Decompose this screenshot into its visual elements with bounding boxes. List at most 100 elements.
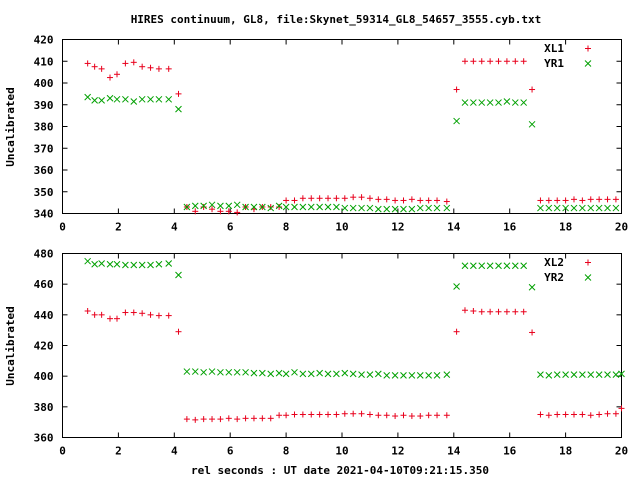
- top-point-xl1: [283, 197, 290, 204]
- top-point-yr1: [130, 98, 138, 105]
- bottom-point-xl2: [299, 411, 306, 418]
- bottom-point-yr2: [400, 372, 407, 379]
- top-point-xl1: [114, 71, 121, 78]
- bottom-point-yr2: [478, 262, 486, 270]
- top-legend-label-2: YR1: [544, 57, 564, 70]
- top-point-yr1: [579, 204, 586, 212]
- bottom-point-xl2: [434, 412, 441, 419]
- bottom-point-yr2: [267, 370, 275, 378]
- top-point-yr1: [341, 204, 349, 212]
- bottom-x-tick-label: 12: [391, 445, 404, 458]
- bottom-point-yr2: [98, 260, 105, 267]
- top-y-tick-label: 340: [34, 208, 54, 221]
- top-point-xl1: [408, 196, 415, 203]
- top-point-xl1: [122, 60, 129, 67]
- bottom-point-yr2: [358, 371, 365, 378]
- top-point-yr1: [122, 95, 129, 103]
- bottom-point-xl2: [570, 411, 577, 418]
- bottom-point-yr2: [545, 372, 553, 379]
- bottom-point-yr2: [122, 261, 129, 269]
- bottom-y-tick-label: 460: [34, 278, 54, 291]
- top-point-yr1: [587, 204, 595, 212]
- bottom-point-xl2: [612, 410, 619, 417]
- top-point-xl1: [570, 196, 577, 203]
- top-point-xl1: [341, 195, 348, 202]
- top-point-yr1: [147, 95, 154, 103]
- bottom-point-xl2: [291, 411, 298, 418]
- bottom-point-yr2: [433, 372, 441, 379]
- bottom-point-xl2: [478, 308, 485, 315]
- top-point-xl1: [470, 58, 477, 65]
- bottom-point-xl2: [366, 411, 373, 418]
- bottom-point-xl2: [383, 412, 390, 419]
- bottom-y-tick-label: 360: [34, 432, 54, 445]
- bottom-y-axis-label: Uncalibrated: [4, 306, 17, 385]
- bottom-point-xl2: [283, 412, 290, 419]
- top-point-yr1: [200, 202, 208, 210]
- bottom-axis-ticks: 0 2 4 6 8 10 12 14 16 18 20 360 380 400 420 440 460 480: [34, 248, 629, 458]
- top-point-yr1: [208, 201, 216, 209]
- top-point-yr1: [470, 99, 477, 106]
- bottom-legend-marker-xl2: [585, 259, 591, 266]
- top-point-xl1: [512, 58, 519, 65]
- bottom-x-tick-label: 18: [559, 445, 572, 458]
- bottom-point-xl2: [417, 413, 424, 420]
- bottom-point-xl2: [183, 416, 190, 423]
- top-point-xl1: [537, 197, 544, 204]
- bottom-point-yr2: [461, 262, 469, 270]
- top-point-xl1: [612, 196, 619, 203]
- top-point-yr1: [443, 204, 451, 212]
- bottom-legend: XL2 YR2: [544, 256, 592, 284]
- bottom-point-yr2: [562, 371, 569, 378]
- top-point-xl1: [333, 195, 340, 202]
- bottom-point-xl2: [554, 411, 561, 418]
- top-x-tick-label: 4: [171, 221, 178, 234]
- bottom-y-tick-label: 440: [34, 309, 54, 322]
- top-point-yr1: [291, 203, 298, 211]
- bottom-point-xl2: [587, 412, 594, 419]
- top-point-xl1: [350, 194, 357, 201]
- top-panel: Uncalibrated 0 2 4 6 8 10 12 14 16 18 20 340 350 360 3…: [4, 34, 628, 234]
- top-point-yr1: [183, 203, 191, 211]
- bottom-point-xl2: [520, 308, 527, 315]
- bottom-point-yr2: [106, 260, 114, 268]
- bottom-point-yr2: [511, 262, 519, 270]
- top-point-xl1: [91, 63, 98, 70]
- bottom-point-yr2: [341, 369, 349, 377]
- bottom-point-xl2: [461, 307, 468, 314]
- bottom-point-xl2: [604, 410, 611, 417]
- top-axis-ticks: 0 2 4 6 8 10 12 14 16 18 20 340 350 360 370 380 390 400 41…: [34, 34, 629, 234]
- top-point-yr1: [217, 202, 224, 210]
- top-point-xl1: [165, 65, 172, 72]
- top-point-yr1: [333, 203, 340, 211]
- bottom-point-xl2: [175, 328, 182, 335]
- bottom-point-yr2: [416, 372, 424, 379]
- top-point-yr1: [537, 204, 544, 212]
- top-point-xl1: [529, 86, 536, 93]
- chart-title: HIRES continuum, GL8, file:Skynet_59314_…: [131, 13, 542, 26]
- top-point-xl1: [443, 198, 450, 205]
- bottom-point-xl2: [234, 416, 241, 423]
- bottom-data-points: [84, 257, 625, 423]
- top-point-yr1: [453, 117, 460, 125]
- bottom-point-xl2: [400, 412, 407, 419]
- bottom-point-xl2: [130, 309, 137, 316]
- top-point-xl1: [209, 206, 216, 213]
- bottom-x-tick-label: 14: [447, 445, 461, 458]
- bottom-point-yr2: [200, 368, 208, 376]
- bottom-point-yr2: [225, 368, 233, 376]
- top-point-xl1: [487, 58, 494, 65]
- top-legend: XL1 YR1: [544, 42, 592, 70]
- top-point-xl1: [417, 197, 424, 204]
- top-legend-label-1: XL1: [544, 42, 564, 55]
- bottom-y-tick-label: 480: [34, 248, 54, 261]
- bottom-point-xl2: [408, 413, 415, 420]
- top-y-tick-label: 360: [34, 164, 54, 177]
- top-point-xl1: [200, 203, 207, 210]
- top-point-yr1: [225, 202, 233, 210]
- bottom-point-xl2: [341, 410, 348, 417]
- top-point-yr1: [495, 99, 502, 106]
- bottom-y-tick-label: 400: [34, 370, 54, 383]
- bottom-plot-frame: [62, 253, 622, 438]
- bottom-point-yr2: [165, 260, 173, 267]
